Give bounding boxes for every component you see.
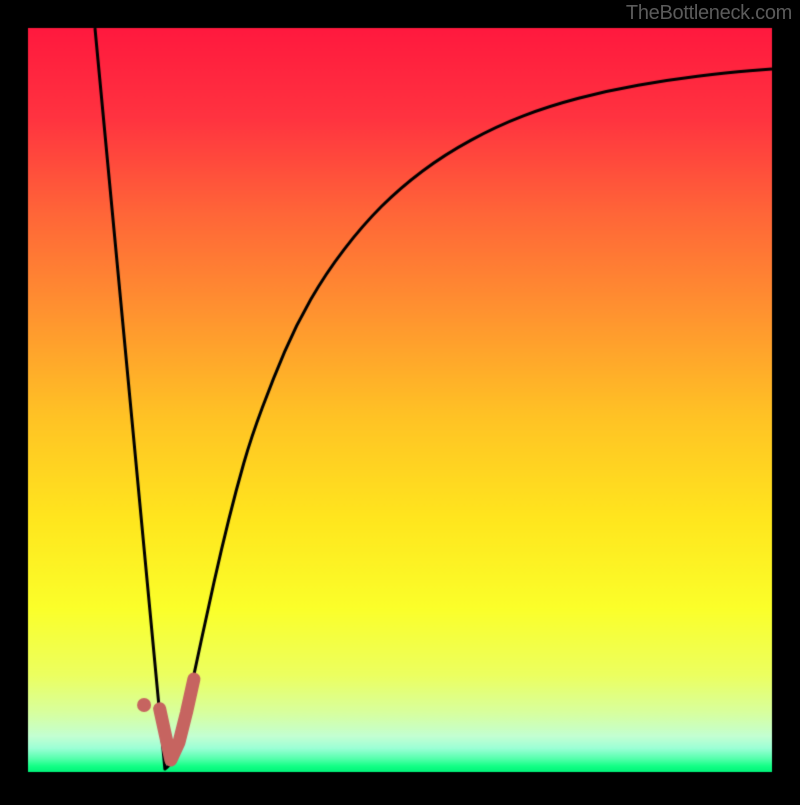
chart-container [0,0,800,800]
bottleneck-chart [0,0,800,800]
watermark-text: TheBottleneck.com [626,2,792,25]
